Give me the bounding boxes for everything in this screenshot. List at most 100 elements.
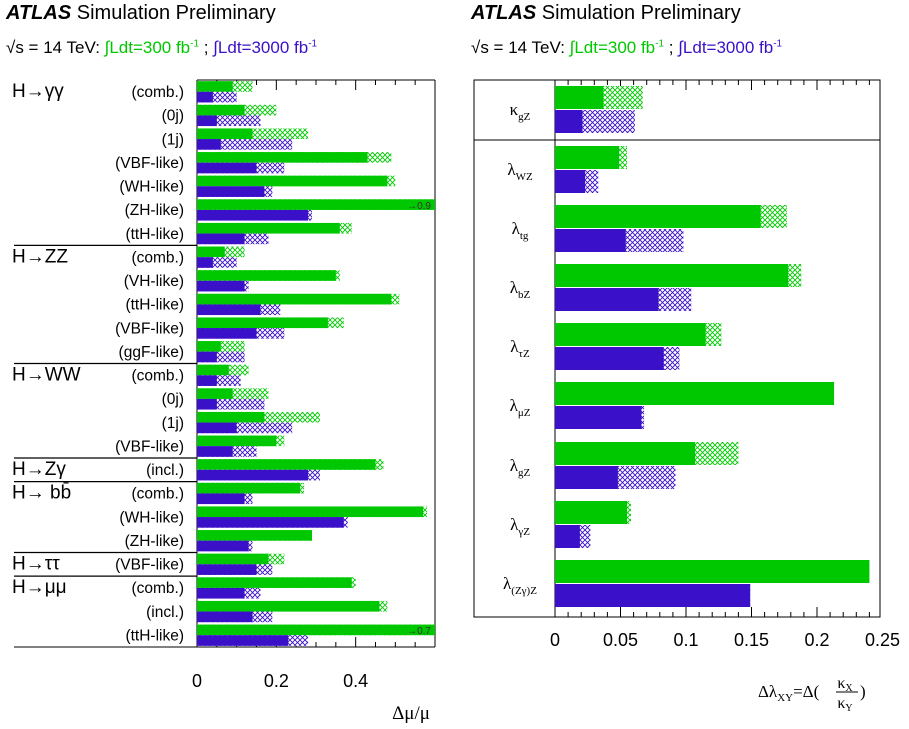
left-row-label: (VH-like) xyxy=(124,273,184,290)
right-x-tick-label: 0.1 xyxy=(673,630,698,650)
left-row-label: (1j) xyxy=(162,415,184,432)
bar-300-stat xyxy=(555,86,604,109)
bar-300-stat xyxy=(197,364,229,376)
left-x-tick-label: 0 xyxy=(192,671,202,691)
bar-3000-total xyxy=(197,375,241,386)
left-row-label: (comb.) xyxy=(131,84,184,101)
overflow-annotation: →0.9 xyxy=(407,201,431,212)
bar-300-stat xyxy=(555,146,620,169)
bar-3000-stat xyxy=(197,493,245,505)
left-header: ATLAS Simulation Preliminary xyxy=(6,2,276,25)
bar-300-stat xyxy=(197,411,265,423)
left-row-label: (VBF-like) xyxy=(115,155,184,172)
bar-3000-stat xyxy=(197,398,217,410)
bar-3000-stat xyxy=(197,540,249,552)
bar-3000-stat xyxy=(555,584,751,607)
left-row-label: (0j) xyxy=(162,108,184,125)
bar-3000-stat xyxy=(197,446,233,457)
bar-3000-stat xyxy=(197,162,257,174)
left-sqrt-s: √s = 14 TeV: xyxy=(6,38,100,57)
bar-3000-stat xyxy=(555,406,642,429)
left-group-label: H→γγ xyxy=(12,81,64,102)
bar-300-stat xyxy=(197,270,336,281)
left-row-label: (VBF-like) xyxy=(115,557,184,574)
bar-3000-total xyxy=(197,422,293,434)
bar-300-stat xyxy=(197,577,352,588)
left-row-label: (VBF-like) xyxy=(115,438,184,455)
left-row-label: (ZH-like) xyxy=(125,202,184,219)
bar-300-stat xyxy=(555,382,835,405)
left-row-label: (comb.) xyxy=(131,368,184,385)
right-header: ATLAS Simulation Preliminary xyxy=(471,2,741,25)
left-group-label: H→Zγ xyxy=(12,459,66,480)
bar-3000-total xyxy=(197,115,261,127)
bar-3000-stat xyxy=(197,351,217,363)
bar-3000-stat xyxy=(555,347,664,370)
bar-3000-stat xyxy=(197,209,309,221)
bar-300-stat xyxy=(197,459,376,470)
bar-3000-stat xyxy=(197,139,221,150)
right-x-tick-label: 0.2 xyxy=(804,630,829,650)
left-row-label: (ttH-like) xyxy=(125,226,184,243)
bar-3000-stat xyxy=(197,517,344,528)
bar-3000-stat xyxy=(555,229,626,252)
bar-3000-total xyxy=(197,257,237,268)
bar-3000-stat xyxy=(197,280,245,292)
left-row-label: (ttH-like) xyxy=(125,297,184,314)
bar-3000-stat xyxy=(197,587,245,599)
right-lumi-300: ∫Ldt=300 fb-1 xyxy=(569,38,665,57)
bar-300-stat xyxy=(197,388,233,399)
bar-3000-stat xyxy=(555,525,580,548)
left-lumi-3000: ∫Ldt=3000 fb-1 xyxy=(213,38,318,57)
bar-300-stat xyxy=(197,246,225,258)
left-row-label: (incl.) xyxy=(146,604,184,621)
bar-3000-stat xyxy=(555,110,583,133)
bar-3000-stat xyxy=(197,233,245,245)
bar-300-stat xyxy=(555,205,761,228)
bar-300-stat xyxy=(197,624,435,636)
overflow-annotation: →0.7 xyxy=(407,626,431,637)
left-row-label: (ZH-like) xyxy=(125,533,184,550)
bar-3000-total xyxy=(197,139,293,150)
bar-300-stat xyxy=(197,482,301,494)
bar-3000-stat xyxy=(197,257,213,268)
left-simulation-label: Simulation Preliminary xyxy=(76,2,276,24)
right-subheader: √s = 14 TeV: ∫Ldt=300 fb-1 ; ∫Ldt=3000 f… xyxy=(471,38,782,58)
left-row-label: (VBF-like) xyxy=(115,320,184,337)
right-x-tick-label: 0.05 xyxy=(603,630,638,650)
right-row-label: λγZ xyxy=(510,515,530,538)
bar-300-stat xyxy=(197,530,313,541)
right-x-axis-label: ΔλXY=Δ( xyxy=(758,682,820,704)
left-row-label: (comb.) xyxy=(131,249,184,266)
bar-3000-stat xyxy=(197,564,257,575)
right-row-label: λbZ xyxy=(510,278,531,301)
right-sqrt-s: √s = 14 TeV: xyxy=(471,38,565,57)
left-row-label: (0j) xyxy=(162,391,184,408)
left-subheader: √s = 14 TeV: ∫Ldt=300 fb-1 ; ∫Ldt=3000 f… xyxy=(6,38,317,58)
bar-300-stat xyxy=(197,317,328,329)
right-x-axis-label-close: ) xyxy=(860,682,866,701)
left-x-axis-label: Δμ/μ xyxy=(392,703,430,724)
right-row-label: λWZ xyxy=(507,160,533,183)
right-row-label: λτZ xyxy=(510,337,530,360)
left-x-tick-label: 0.2 xyxy=(264,671,289,691)
bar-300-stat xyxy=(197,104,245,116)
bar-300-stat xyxy=(197,81,233,92)
right-row-label: λtg xyxy=(512,219,529,242)
bar-300-stat xyxy=(197,600,380,612)
right-frame xyxy=(473,79,881,618)
bar-3000-stat xyxy=(197,611,253,623)
bar-300-stat xyxy=(197,293,392,305)
bar-300-stat xyxy=(197,199,435,210)
left-row-label: (comb.) xyxy=(131,580,184,597)
bar-300-stat xyxy=(197,128,253,140)
left-row-label: (WH-like) xyxy=(119,509,184,526)
left-atlas-label: ATLAS xyxy=(6,2,72,24)
bar-300-stat xyxy=(555,442,696,465)
right-x-axis-label-num: κX xyxy=(837,675,853,694)
bar-300-stat xyxy=(197,152,368,163)
right-row-label: λμZ xyxy=(510,396,531,419)
bar-300-stat xyxy=(555,501,628,524)
